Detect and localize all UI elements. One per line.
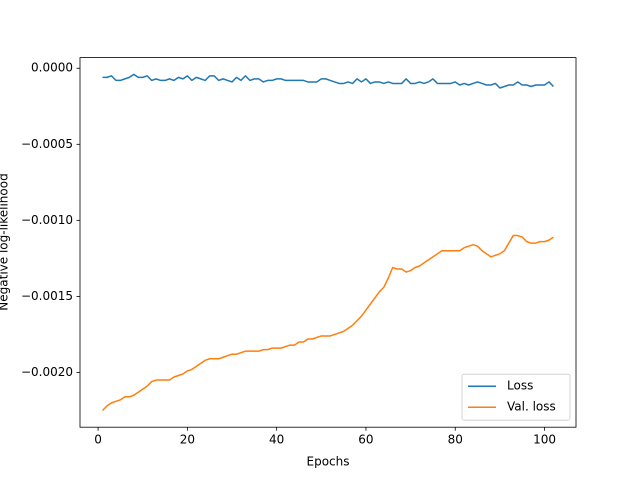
x-tick-label: 0: [94, 433, 102, 447]
x-tick-label: 20: [180, 433, 195, 447]
x-axis-label: Epochs: [307, 455, 350, 469]
y-tick-label: −0.0015: [21, 289, 73, 303]
x-tick-label: 40: [269, 433, 284, 447]
legend-label: Val. loss: [507, 400, 556, 414]
x-tick-label: 80: [448, 433, 463, 447]
line-series: [102, 234, 554, 411]
line-series: [102, 73, 554, 89]
legend-label: Loss: [507, 379, 533, 393]
y-tick-label: −0.0020: [21, 365, 73, 379]
x-tick-label: 60: [358, 433, 373, 447]
y-axis-label: Negative log-likelihood: [0, 173, 11, 310]
plot-frame: [79, 57, 577, 428]
x-tick-label: 100: [533, 433, 556, 447]
y-tick-label: −0.0005: [21, 137, 73, 151]
y-tick-label: 0.0000: [31, 61, 73, 75]
y-tick-label: −0.0010: [21, 213, 73, 227]
